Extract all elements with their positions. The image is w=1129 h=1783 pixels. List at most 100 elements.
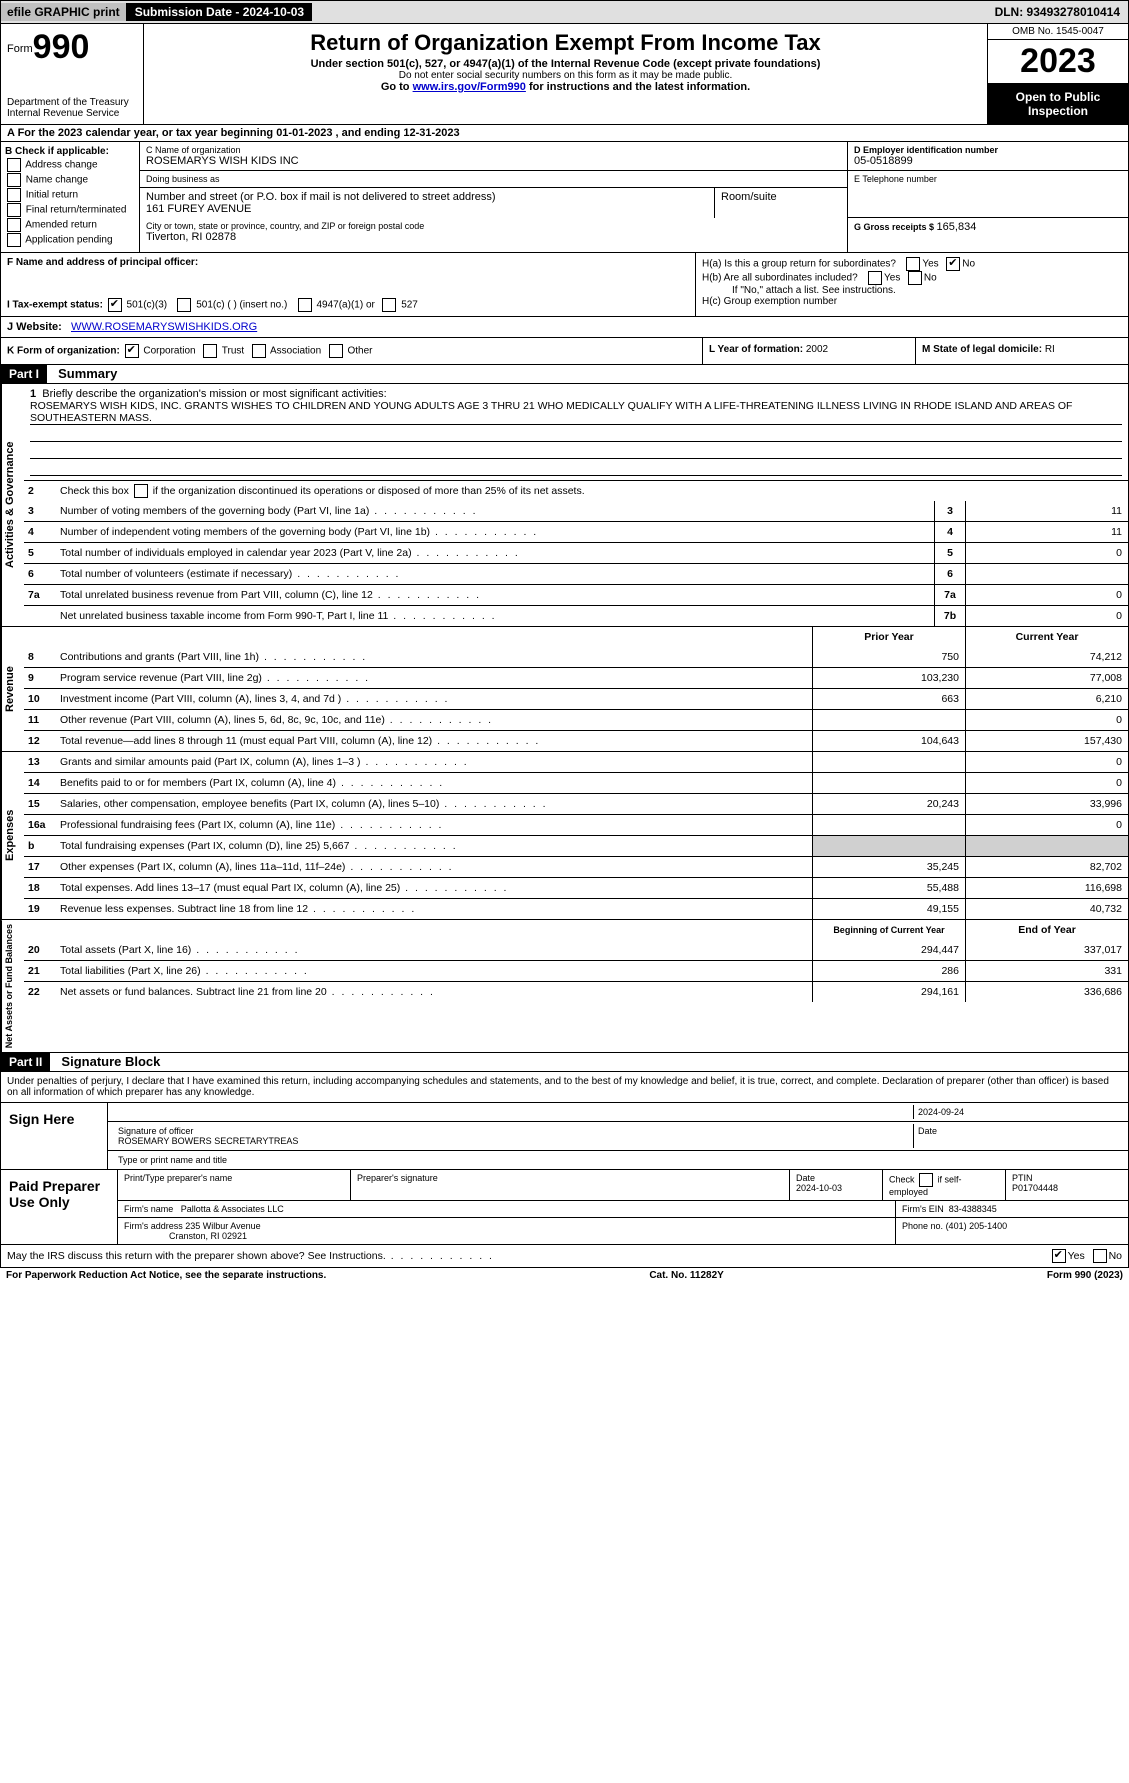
box-deg: D Employer identification number 05-0518… — [847, 142, 1128, 252]
check-final-return[interactable] — [7, 203, 21, 217]
room-suite-lbl: Room/suite — [721, 191, 841, 203]
prep-date: 2024-10-03 — [796, 1183, 842, 1193]
ein: 05-0518899 — [854, 155, 1122, 167]
summary-line: 15Salaries, other compensation, employee… — [24, 793, 1128, 814]
check-address-change[interactable] — [7, 158, 21, 172]
summary-line: 6Total number of volunteers (estimate if… — [24, 563, 1128, 584]
summary-line: 8Contributions and grants (Part VIII, li… — [24, 647, 1128, 667]
check-amended-return[interactable] — [7, 218, 21, 232]
perjury-declaration: Under penalties of perjury, I declare th… — [0, 1072, 1129, 1103]
net-assets-section: Net Assets or Fund Balances Beginning of… — [0, 920, 1129, 1053]
identity-block: B Check if applicable: Address change Na… — [0, 142, 1129, 253]
street-address: 161 FUREY AVENUE — [146, 203, 708, 215]
check-4947[interactable] — [298, 298, 312, 312]
check-trust[interactable] — [203, 344, 217, 358]
summary-line: bTotal fundraising expenses (Part IX, co… — [24, 835, 1128, 856]
summary-line: 3Number of voting members of the governi… — [24, 501, 1128, 521]
year-formation: 2002 — [806, 344, 828, 355]
summary-line: 17Other expenses (Part IX, column (A), l… — [24, 856, 1128, 877]
submission-date: Submission Date - 2024-10-03 — [127, 3, 312, 21]
part2-header: Part II — [1, 1053, 50, 1071]
summary-line: 11Other revenue (Part VIII, column (A), … — [24, 709, 1128, 730]
box-c: C Name of organization ROSEMARYS WISH KI… — [140, 142, 847, 252]
firm-addr1: 235 Wilbur Avenue — [185, 1221, 260, 1231]
part1-title: Summary — [50, 366, 117, 381]
check-other[interactable] — [329, 344, 343, 358]
summary-line: 18Total expenses. Add lines 13–17 (must … — [24, 877, 1128, 898]
form-title: Return of Organization Exempt From Incom… — [154, 30, 977, 56]
city-state-zip: Tiverton, RI 02878 — [146, 231, 841, 243]
summary-line: 22Net assets or fund balances. Subtract … — [24, 981, 1128, 1002]
tax-year: 2023 — [988, 40, 1128, 84]
summary-line: 7aTotal unrelated business revenue from … — [24, 584, 1128, 605]
sign-here-block: Sign Here 2024-09-24 Signature of office… — [0, 1103, 1129, 1170]
omb-number: OMB No. 1545-0047 — [988, 24, 1128, 40]
check-discontinued[interactable] — [134, 484, 148, 498]
vlabel-expenses: Expenses — [1, 752, 24, 919]
form-number: Form990 — [7, 28, 137, 67]
revenue-section: Revenue Prior Year Current Year 8Contrib… — [0, 627, 1129, 752]
section-a-period: A For the 2023 calendar year, or tax yea… — [0, 125, 1129, 142]
dln: DLN: 93493278010414 — [987, 3, 1128, 21]
check-initial-return[interactable] — [7, 188, 21, 202]
ha-yes[interactable] — [906, 257, 920, 271]
check-501c[interactable] — [177, 298, 191, 312]
check-name-change[interactable] — [7, 173, 21, 187]
summary-line: Net unrelated business taxable income fr… — [24, 605, 1128, 626]
website-row: J Website: WWW.ROSEMARYSWISHKIDS.ORG — [0, 317, 1129, 338]
gross-receipts: 165,834 — [937, 221, 977, 233]
footer: For Paperwork Reduction Act Notice, see … — [0, 1268, 1129, 1283]
ha-no[interactable] — [946, 257, 960, 271]
summary-line: 5Total number of individuals employed in… — [24, 542, 1128, 563]
expenses-section: Expenses 13Grants and similar amounts pa… — [0, 752, 1129, 920]
hb-yes[interactable] — [868, 271, 882, 285]
mission-text: ROSEMARYS WISH KIDS, INC. GRANTS WISHES … — [30, 400, 1122, 425]
summary-line: 21Total liabilities (Part X, line 26)286… — [24, 960, 1128, 981]
summary-line: 14Benefits paid to or for members (Part … — [24, 772, 1128, 793]
check-association[interactable] — [252, 344, 266, 358]
summary-line: 4Number of independent voting members of… — [24, 521, 1128, 542]
klm-row: K Form of organization: Corporation Trus… — [0, 338, 1129, 365]
check-corporation[interactable] — [125, 344, 139, 358]
summary-line: 16aProfessional fundraising fees (Part I… — [24, 814, 1128, 835]
irs-discuss-yes[interactable] — [1052, 1249, 1066, 1263]
summary-line: 13Grants and similar amounts paid (Part … — [24, 752, 1128, 772]
summary-line: 20Total assets (Part X, line 16)294,4473… — [24, 940, 1128, 960]
fh-block: F Name and address of principal officer:… — [0, 253, 1129, 317]
paid-preparer-block: Paid Preparer Use Only Print/Type prepar… — [0, 1170, 1129, 1245]
part1-header: Part I — [1, 365, 47, 383]
subtitle-1: Under section 501(c), 527, or 4947(a)(1)… — [154, 58, 977, 70]
state-domicile: RI — [1045, 344, 1055, 355]
check-527[interactable] — [382, 298, 396, 312]
website-link[interactable]: WWW.ROSEMARYSWISHKIDS.ORG — [71, 321, 257, 333]
vlabel-governance: Activities & Governance — [1, 384, 24, 626]
open-to-public: Open to Public Inspection — [988, 84, 1128, 124]
dept-treasury: Department of the Treasury — [7, 97, 137, 108]
summary-line: 10Investment income (Part VIII, column (… — [24, 688, 1128, 709]
summary-line: 12Total revenue—add lines 8 through 11 (… — [24, 730, 1128, 751]
org-name: ROSEMARYS WISH KIDS INC — [146, 155, 841, 167]
officer-name: ROSEMARY BOWERS SECRETARYTREAS — [118, 1136, 909, 1146]
ptin: P01704448 — [1012, 1183, 1058, 1193]
topbar: efile GRAPHIC print Submission Date - 20… — [0, 0, 1129, 24]
firm-name: Pallotta & Associates LLC — [181, 1204, 284, 1214]
summary-line: 19Revenue less expenses. Subtract line 1… — [24, 898, 1128, 919]
form-header: Form990 Department of the Treasury Inter… — [0, 24, 1129, 125]
efile-print-button[interactable]: efile GRAPHIC print — [1, 3, 127, 21]
sig-date: 2024-09-24 — [914, 1105, 1122, 1119]
irs-discuss-row: May the IRS discuss this return with the… — [0, 1245, 1129, 1268]
firm-addr2: Cranston, RI 02921 — [169, 1231, 247, 1241]
check-application-pending[interactable] — [7, 233, 21, 247]
irs-link[interactable]: www.irs.gov/Form990 — [413, 81, 526, 93]
subtitle-3: Go to www.irs.gov/Form990 for instructio… — [154, 81, 977, 93]
subtitle-2: Do not enter social security numbers on … — [154, 70, 977, 81]
check-501c3[interactable] — [108, 298, 122, 312]
form-number-footer: Form 990 (2023) — [1047, 1270, 1123, 1281]
hb-no[interactable] — [908, 271, 922, 285]
vlabel-netassets: Net Assets or Fund Balances — [1, 920, 24, 1052]
irs-discuss-no[interactable] — [1093, 1249, 1107, 1263]
activities-governance: Activities & Governance 1 Briefly descri… — [0, 384, 1129, 627]
box-b: B Check if applicable: Address change Na… — [1, 142, 140, 252]
check-self-employed[interactable] — [919, 1173, 933, 1187]
firm-phone: (401) 205-1400 — [946, 1221, 1008, 1231]
